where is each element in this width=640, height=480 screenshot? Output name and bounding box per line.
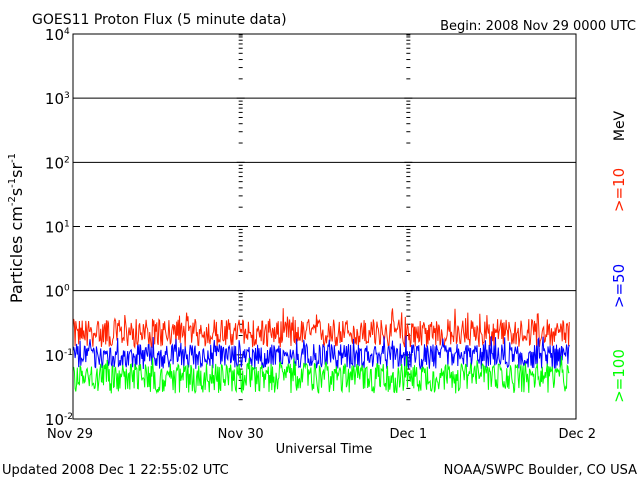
footer-updated: Updated 2008 Dec 1 22:55:02 UTC — [2, 463, 229, 478]
legend: >=10 >=50 >=100 — [610, 168, 628, 403]
y-tick-label: 10 — [45, 90, 64, 108]
x-axis-tick-labels: Nov 29 Nov 30 Dec 1 Dec 2 — [47, 427, 596, 442]
y-axis-label-exp3: -1 — [7, 153, 18, 163]
footer-source: NOAA/SWPC Boulder, CO USA — [444, 463, 637, 478]
y-tick-label: 10 — [45, 347, 64, 365]
series-line — [72, 335, 570, 371]
y-tick-exponent: 1 — [64, 220, 70, 230]
y-tick-exponent: -2 — [64, 412, 73, 422]
y-tick-label: 10 — [45, 154, 64, 172]
series-line — [72, 355, 570, 395]
legend-entry: >=100 — [610, 349, 628, 403]
y-axis-label-mid1: s — [7, 188, 26, 196]
begin-label: Begin: 2008 Nov 29 0000 UTC — [440, 19, 636, 34]
y-tick-exponent: 3 — [64, 91, 70, 101]
y-axis-label: Particles cm-2s-1sr-1 — [7, 153, 26, 303]
y-tick-exponent: -1 — [64, 348, 73, 358]
y-axis-label-mid2: sr — [7, 163, 26, 178]
x-tick-label: Dec 1 — [390, 427, 428, 442]
chart-title: GOES11 Proton Flux (5 minute data) — [32, 12, 287, 28]
y-tick-exponent: 0 — [64, 284, 70, 294]
grid-lines — [73, 97, 576, 292]
y-tick-label: 10 — [45, 411, 64, 429]
y-tick-label: 10 — [45, 26, 64, 44]
y-tick-label: 10 — [45, 283, 64, 301]
y-axis-label-exp2: -1 — [7, 178, 18, 188]
series-line — [72, 308, 570, 350]
x-tick-label: Dec 2 — [558, 427, 596, 442]
data-series — [72, 308, 570, 395]
y-axis-label-exp1: -2 — [7, 196, 18, 206]
legend-entry: >=10 — [610, 168, 628, 212]
day-tick-marks — [236, 34, 413, 420]
x-tick-label: Nov 30 — [218, 427, 264, 442]
x-axis-label: Universal Time — [276, 442, 373, 457]
x-tick-label: Nov 29 — [47, 427, 93, 442]
y-axis-label-main: Particles cm — [7, 206, 26, 303]
y-tick-label: 10 — [45, 219, 64, 237]
legend-entry: >=50 — [610, 264, 628, 308]
plot-frame — [72, 33, 577, 420]
y-tick-exponent: 4 — [64, 27, 70, 37]
unit-label: MeV — [612, 110, 628, 141]
y-tick-exponent: 2 — [64, 155, 70, 165]
